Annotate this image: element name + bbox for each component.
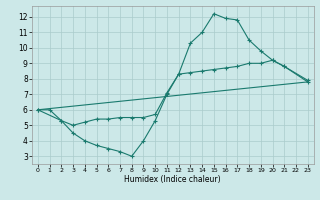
X-axis label: Humidex (Indice chaleur): Humidex (Indice chaleur) (124, 175, 221, 184)
